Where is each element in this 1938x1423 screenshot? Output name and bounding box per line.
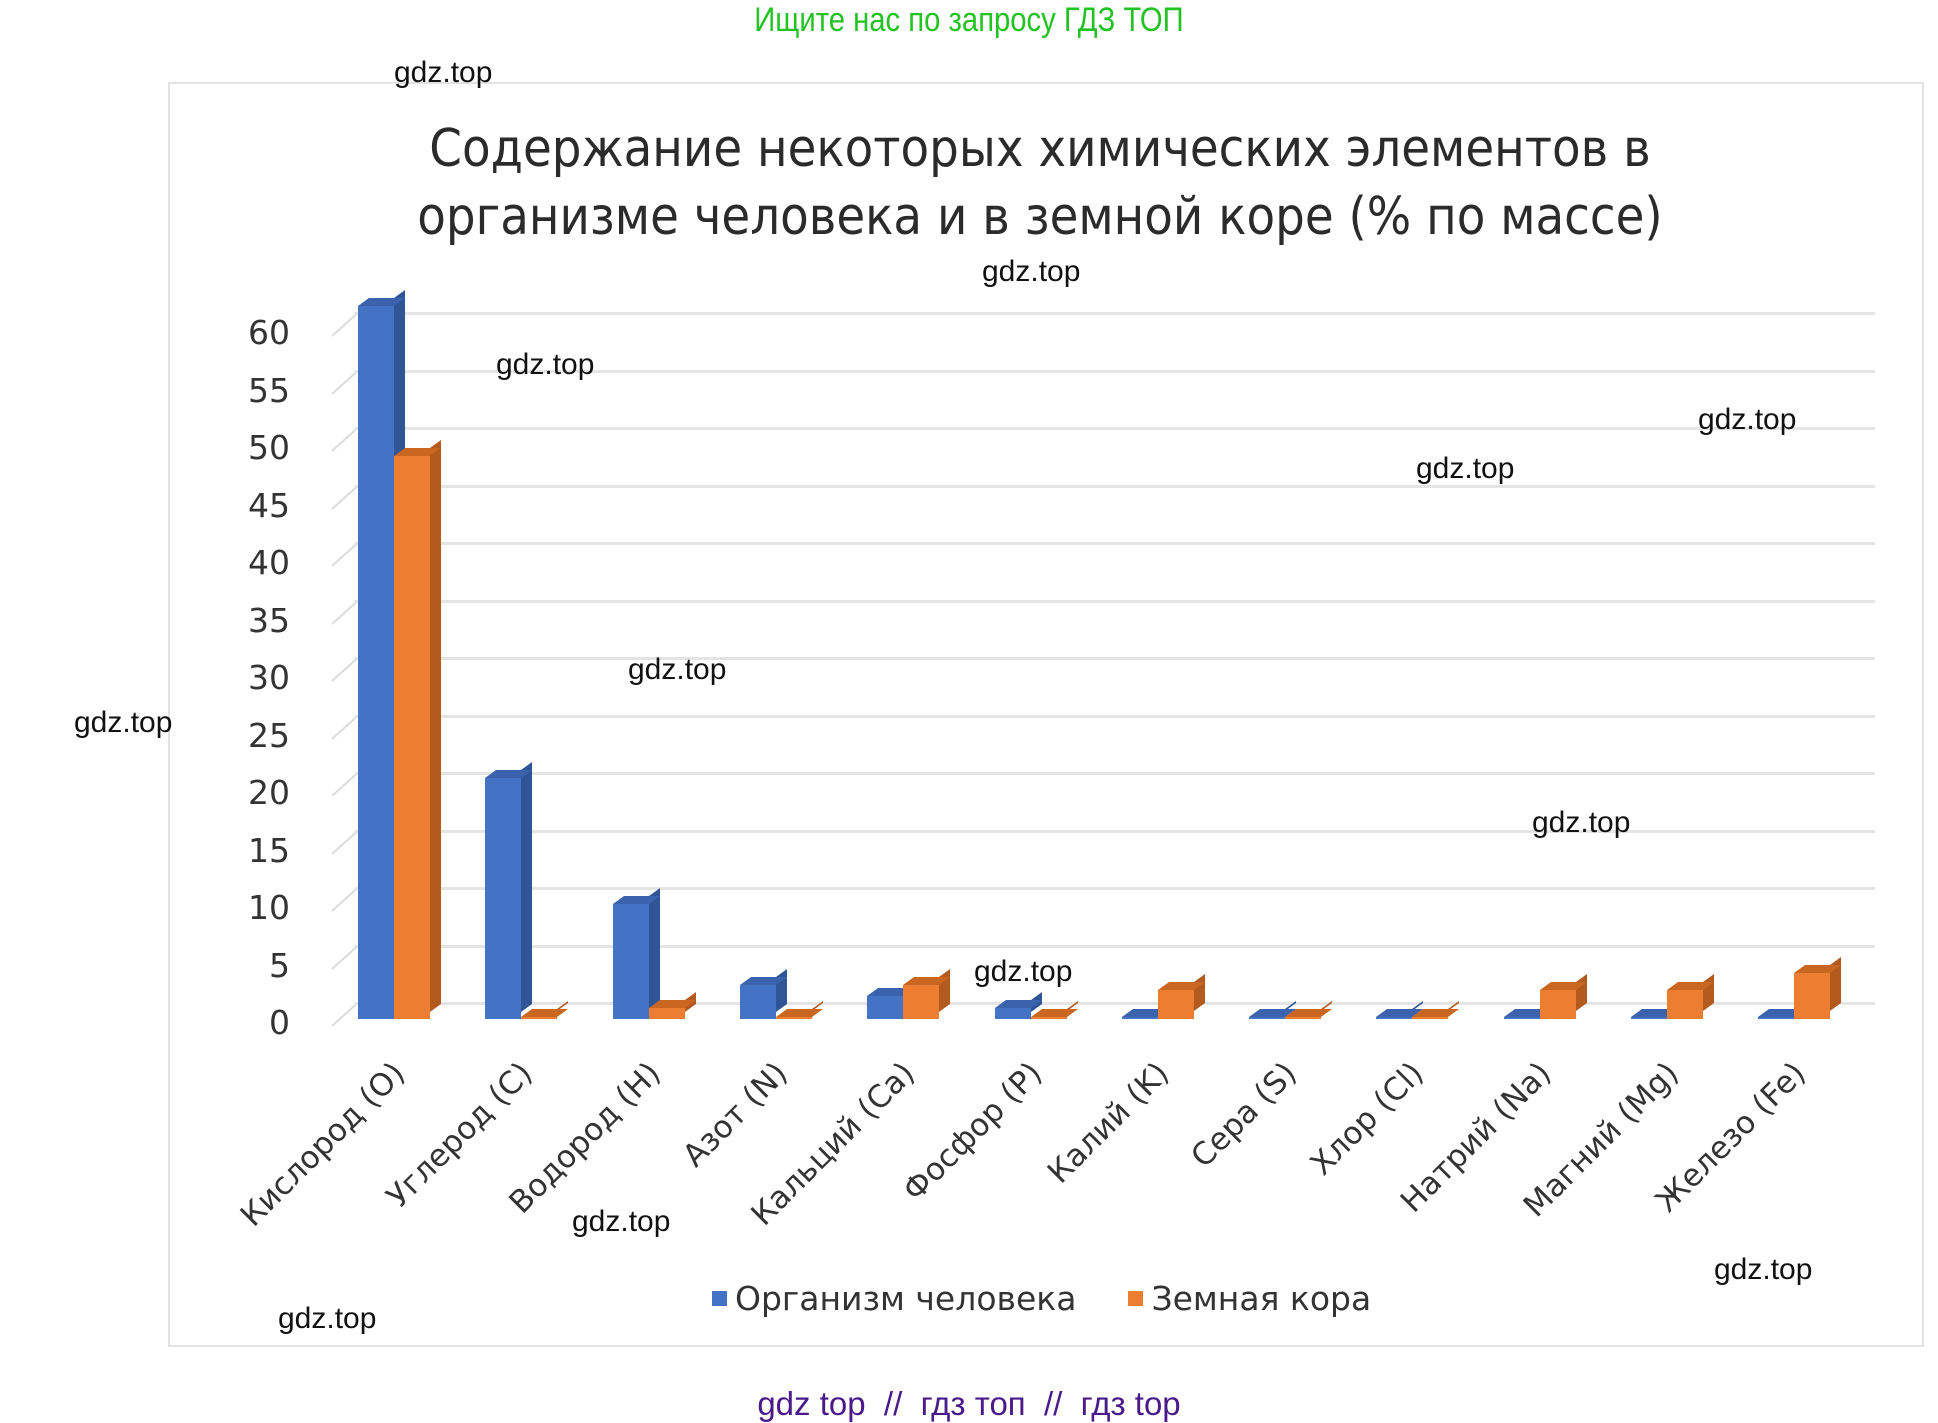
footer-links: gdz top // гдз топ // гдз top (757, 1385, 1181, 1422)
y-tick-label: 35 (248, 600, 290, 640)
bar-crust (775, 1017, 812, 1019)
bar-crust (1412, 1016, 1449, 1019)
chart-title: Содержание некоторых химических элементо… (374, 115, 1706, 251)
bar-human (358, 306, 394, 1019)
legend-item-human: Организм человека (712, 1279, 1076, 1318)
bar-human (1376, 1017, 1413, 1019)
gridline (355, 829, 1875, 833)
watermark-text: gdz.top (1416, 452, 1515, 485)
gridline (355, 657, 1875, 660)
y-tick-label: 15 (248, 830, 290, 870)
watermark-text: gdz.top (1714, 1253, 1813, 1286)
watermark-text: gdz.top (278, 1302, 377, 1335)
gridline (355, 887, 1875, 890)
bar-crust (1157, 990, 1194, 1019)
bar-side (775, 968, 787, 1011)
watermark-text: gdz.top (572, 1205, 671, 1238)
gridline (355, 312, 1875, 315)
bar-human (1503, 1017, 1540, 1019)
gridline (355, 599, 1875, 603)
legend-item-crust: Земная кора (1128, 1279, 1371, 1318)
bar-human (485, 777, 522, 1019)
bar-crust (1667, 990, 1703, 1019)
bar-human (994, 1007, 1031, 1019)
gridline (355, 944, 1875, 948)
watermark-text: gdz.top (74, 706, 173, 739)
y-tick-label: 20 (248, 773, 290, 812)
bar-human (1121, 1016, 1158, 1019)
gridline (355, 1002, 1875, 1005)
y-tick-label: 5 (269, 945, 290, 985)
legend-swatch-crust-icon (1128, 1290, 1144, 1306)
gridline (355, 427, 1875, 430)
watermark-text: gdz.top (628, 653, 727, 686)
y-tick-label: 55 (248, 370, 290, 410)
bar-side (648, 888, 660, 1011)
y-tick-label: 45 (248, 485, 290, 525)
gridline (355, 542, 1875, 545)
y-tick-label: 60 (248, 313, 290, 352)
legend-label-crust: Земная кора (1151, 1278, 1372, 1318)
bar-crust (1285, 1017, 1322, 1019)
bar-human (1249, 1016, 1286, 1019)
watermark-text: gdz.top (1532, 806, 1631, 839)
bar-crust (648, 1007, 685, 1019)
chart-title-line-1: Содержание некоторых химических элементо… (429, 119, 1651, 179)
promo-banner: Ищите нас по запросу ГДЗ ТОП (754, 1, 1184, 39)
chart-title-line-2: организме человека и в земной коре (% по… (417, 187, 1663, 247)
bar-crust (1794, 973, 1831, 1019)
bar-crust (903, 984, 940, 1019)
watermark-text: gdz.top (974, 955, 1073, 988)
y-tick-label: 50 (248, 428, 290, 467)
y-tick-label: 30 (248, 658, 290, 697)
bar-human (739, 984, 776, 1019)
bar-human (1758, 1017, 1795, 1019)
bar-crust (1030, 1017, 1067, 1019)
chart-legend: Организм человека Земная кора (712, 1278, 1423, 1318)
gridline (355, 369, 1875, 373)
legend-swatch-human-icon (712, 1290, 727, 1306)
gridline (355, 484, 1875, 488)
bar-crust (521, 1017, 558, 1019)
y-tick-label: 25 (248, 715, 290, 755)
bar-side (430, 439, 441, 1011)
bar-human (612, 904, 649, 1019)
y-tick-label: 10 (248, 888, 290, 927)
y-tick-label: 40 (248, 543, 290, 582)
bar-crust (1539, 990, 1576, 1019)
gridline (355, 714, 1875, 718)
bar-side (521, 761, 533, 1011)
gridline (355, 772, 1875, 775)
bar-human (1631, 1017, 1667, 1019)
y-tick-label: 0 (269, 1003, 290, 1042)
watermark-text: gdz.top (982, 255, 1081, 288)
watermark-text: gdz.top (394, 56, 493, 89)
bar-crust (394, 455, 430, 1019)
watermark-text: gdz.top (496, 348, 595, 381)
bar-human (867, 996, 904, 1019)
legend-label-human: Организм человека (735, 1278, 1077, 1318)
watermark-text: gdz.top (1698, 403, 1797, 436)
